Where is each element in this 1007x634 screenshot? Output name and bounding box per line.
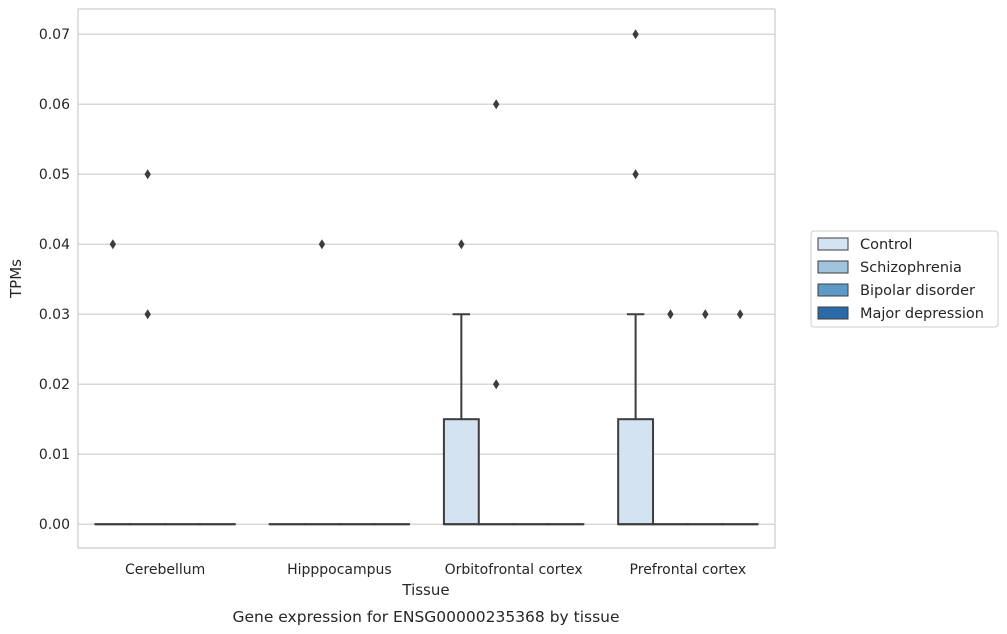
- boxes: [94, 313, 759, 526]
- outlier-point: [458, 239, 465, 250]
- x-tick-label: Cerebellum: [125, 562, 205, 578]
- figure-caption: Gene expression for ENSG00000235368 by t…: [232, 608, 619, 626]
- legend: Control Schizophrenia Bipolar disorder Majo…: [810, 230, 999, 328]
- outlier-point: [493, 379, 500, 390]
- x-axis-label: Tissue: [401, 581, 449, 599]
- legend-entry: Schizophrenia: [860, 260, 962, 276]
- outlier-point: [736, 309, 744, 320]
- y-axis-label: TPMs: [7, 259, 25, 299]
- outlier-point: [318, 239, 326, 250]
- outlier-point: [109, 239, 117, 250]
- outlier-point: [702, 309, 709, 320]
- legend-swatch: [817, 260, 849, 274]
- outliers: [109, 29, 744, 390]
- y-tick-label: 0.01: [39, 447, 70, 463]
- outlier-point: [632, 29, 639, 40]
- box-control: [442, 313, 480, 526]
- legend-swatch: [817, 306, 849, 320]
- y-tick-label: 0.06: [39, 97, 70, 113]
- x-tick-label: Prefrontal cortex: [630, 562, 747, 578]
- x-tick-label: Hipppocampus: [287, 562, 392, 578]
- y-tick-label: 0.03: [39, 307, 70, 323]
- outlier-point: [144, 169, 151, 180]
- y-tick-label: 0.00: [39, 517, 70, 533]
- outlier-point: [144, 309, 151, 320]
- y-tick-label: 0.04: [39, 237, 70, 253]
- legend-entry: Bipolar disorder: [860, 283, 975, 299]
- outlier-point: [632, 169, 639, 180]
- box-body: [442, 418, 480, 526]
- outlier-point: [667, 309, 674, 320]
- box-body: [617, 418, 655, 526]
- outlier-point: [493, 99, 500, 110]
- legend-swatch: [817, 237, 849, 251]
- x-tick-labels: Cerebellum Hipppocampus Orbitofrontal cort…: [125, 562, 746, 578]
- y-tick-labels: 0.00 0.01 0.02 0.03 0.04 0.05 0.06 0.07: [39, 27, 70, 533]
- y-tick-label: 0.07: [39, 27, 70, 43]
- plot-frame: [77, 8, 776, 549]
- y-tick-label: 0.02: [39, 377, 70, 393]
- y-tick-label: 0.05: [39, 167, 70, 183]
- legend-frame: [810, 230, 999, 328]
- x-tick-label: Orbitofrontal cortex: [445, 562, 583, 578]
- box-control: [617, 313, 655, 526]
- legend-entry: Control: [860, 237, 912, 253]
- legend-entry: Major depression: [860, 306, 984, 322]
- legend-swatch: [817, 283, 849, 297]
